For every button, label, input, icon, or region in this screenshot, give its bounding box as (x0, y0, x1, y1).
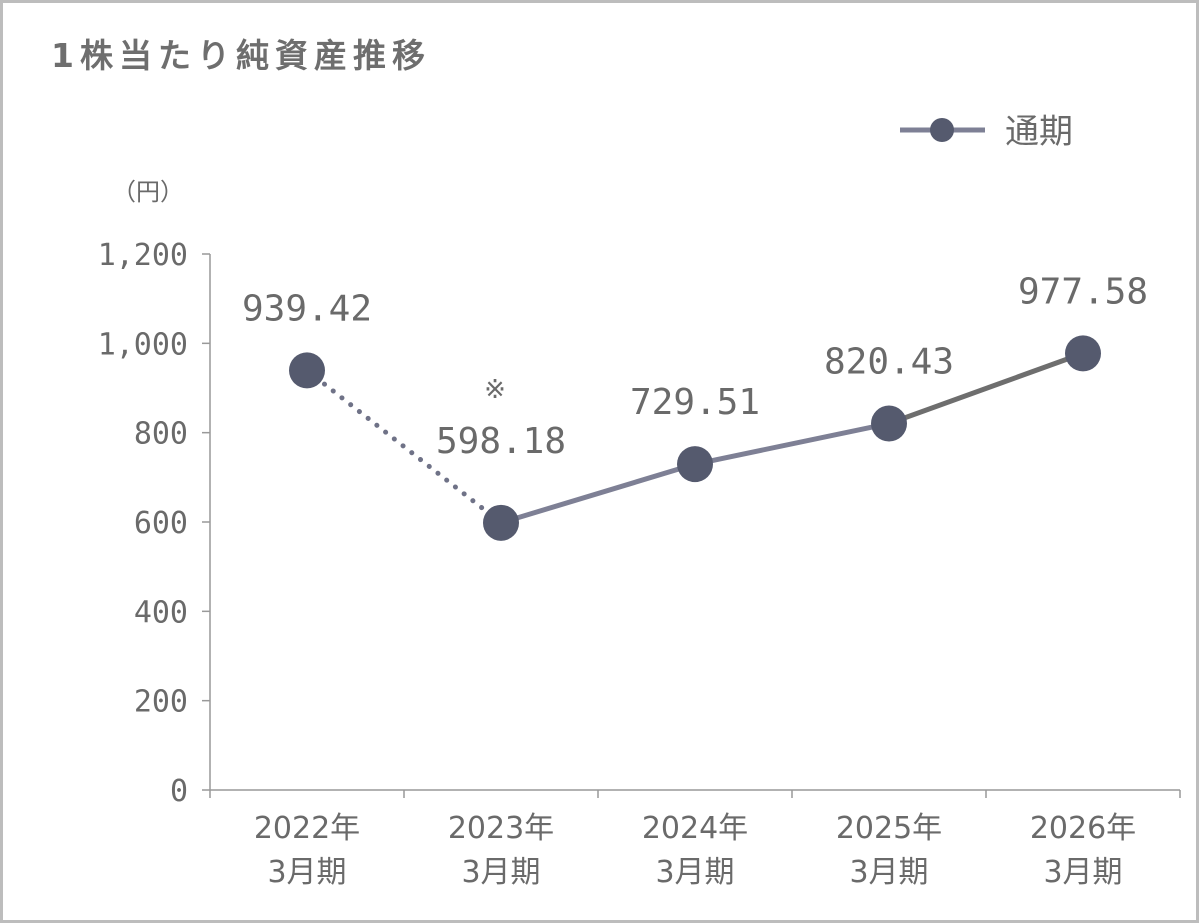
data-point (1065, 335, 1101, 372)
data-point (677, 446, 713, 483)
x-tick-label-year: 2024年 (642, 811, 748, 846)
x-tick-label-period: 3月期 (267, 855, 346, 890)
series-segment (304, 367, 504, 526)
data-label: 729.51 (630, 382, 760, 423)
data-point (871, 405, 907, 442)
legend-marker (930, 118, 954, 142)
data-label: 598.18 (436, 421, 566, 462)
axes: 0 200 400 600 800 1,000 1,200 （円） 2022年 3月期 2023年 3… (98, 178, 1181, 890)
y-tick-label: 400 (134, 595, 188, 630)
x-tick-label-period: 3月期 (461, 855, 540, 890)
series-markers (289, 335, 1101, 541)
x-tick-label-year: 2023年 (448, 811, 554, 846)
data-label: 939.42 (242, 288, 372, 329)
series-lines (304, 350, 1086, 526)
y-axis-label: （円） (112, 178, 184, 206)
data-label: 820.43 (824, 342, 954, 383)
x-tick-label-period: 3月期 (849, 855, 928, 890)
series-segment (498, 461, 698, 526)
series-segment (886, 350, 1086, 427)
data-label: 977.58 (1018, 271, 1148, 312)
y-tick-label: 1,000 (98, 327, 188, 362)
x-tick-label-period: 3月期 (655, 855, 734, 890)
x-tick-label-year: 2025年 (836, 811, 942, 846)
legend-label: 通期 (1005, 112, 1073, 152)
chart-title: 1株当たり純資産推移 (51, 36, 431, 75)
y-tick-label: 200 (134, 685, 188, 720)
annotation-mark: ※ (484, 375, 506, 405)
x-tick-label-year: 2026年 (1030, 811, 1136, 846)
y-tick-label: 600 (134, 506, 188, 541)
y-tick-label: 1,200 (98, 238, 188, 273)
legend: 通期 (900, 112, 1073, 152)
y-tick-label: 0 (170, 774, 188, 809)
y-tick-label: 800 (134, 417, 188, 452)
data-point (483, 504, 519, 541)
series-segment (692, 421, 892, 467)
x-tick-label-period: 3月期 (1043, 855, 1122, 890)
data-labels: 939.42 598.18 729.51 820.43 977.58 ※ (242, 271, 1148, 461)
x-tick-label-year: 2022年 (254, 811, 360, 846)
data-point (289, 352, 325, 389)
